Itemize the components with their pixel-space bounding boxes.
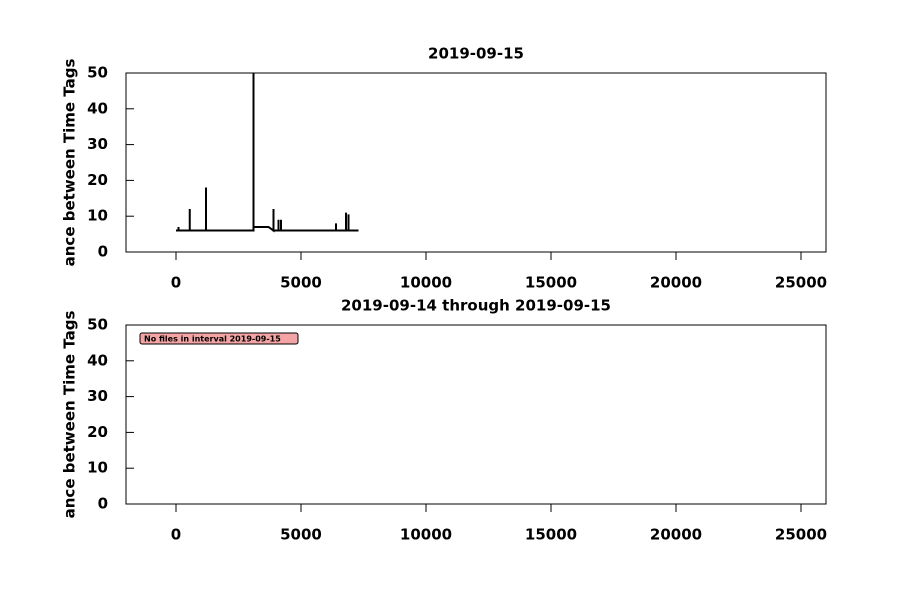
y-tick-label: 40 [87,99,108,117]
y-tick-label: 20 [87,423,108,441]
y-tick-label: 0 [98,243,108,261]
y-tick-label: 50 [87,316,108,334]
plot-frame [125,324,827,505]
y-tick-label: 10 [87,459,108,477]
y-tick-label: 40 [87,351,108,369]
chart-title: 2019-09-15 [428,45,524,63]
y-tick-label: 50 [87,64,108,82]
y-tick-label: 30 [87,387,108,405]
plot-frame [125,72,827,253]
x-tick-label: 25000 [775,526,827,544]
x-tick-label: 10000 [400,526,452,544]
y-tick-label: 20 [87,171,108,189]
y-tick-label: 10 [87,207,108,225]
x-tick-label: 25000 [775,274,827,292]
annotation: No files in interval 2019-09-15 [144,335,281,344]
x-tick-label: 10000 [400,274,452,292]
x-tick-label: 20000 [650,274,702,292]
annotation-box [139,332,299,345]
data-line [176,73,359,233]
x-tick-label: 5000 [280,274,322,292]
x-tick-label: 0 [171,274,181,292]
x-tick-label: 20000 [650,526,702,544]
x-tick-label: 15000 [525,274,577,292]
x-tick-label: 5000 [280,526,322,544]
y-tick-label: 0 [98,495,108,513]
y-axis-label: ance between Time Tags [61,59,79,267]
y-tick-label: 30 [87,135,108,153]
chart-title: 2019-09-14 through 2019-09-15 [341,297,611,315]
x-tick-label: 15000 [525,526,577,544]
x-tick-label: 0 [171,526,181,544]
y-axis-label: ance between Time Tags [61,311,79,519]
